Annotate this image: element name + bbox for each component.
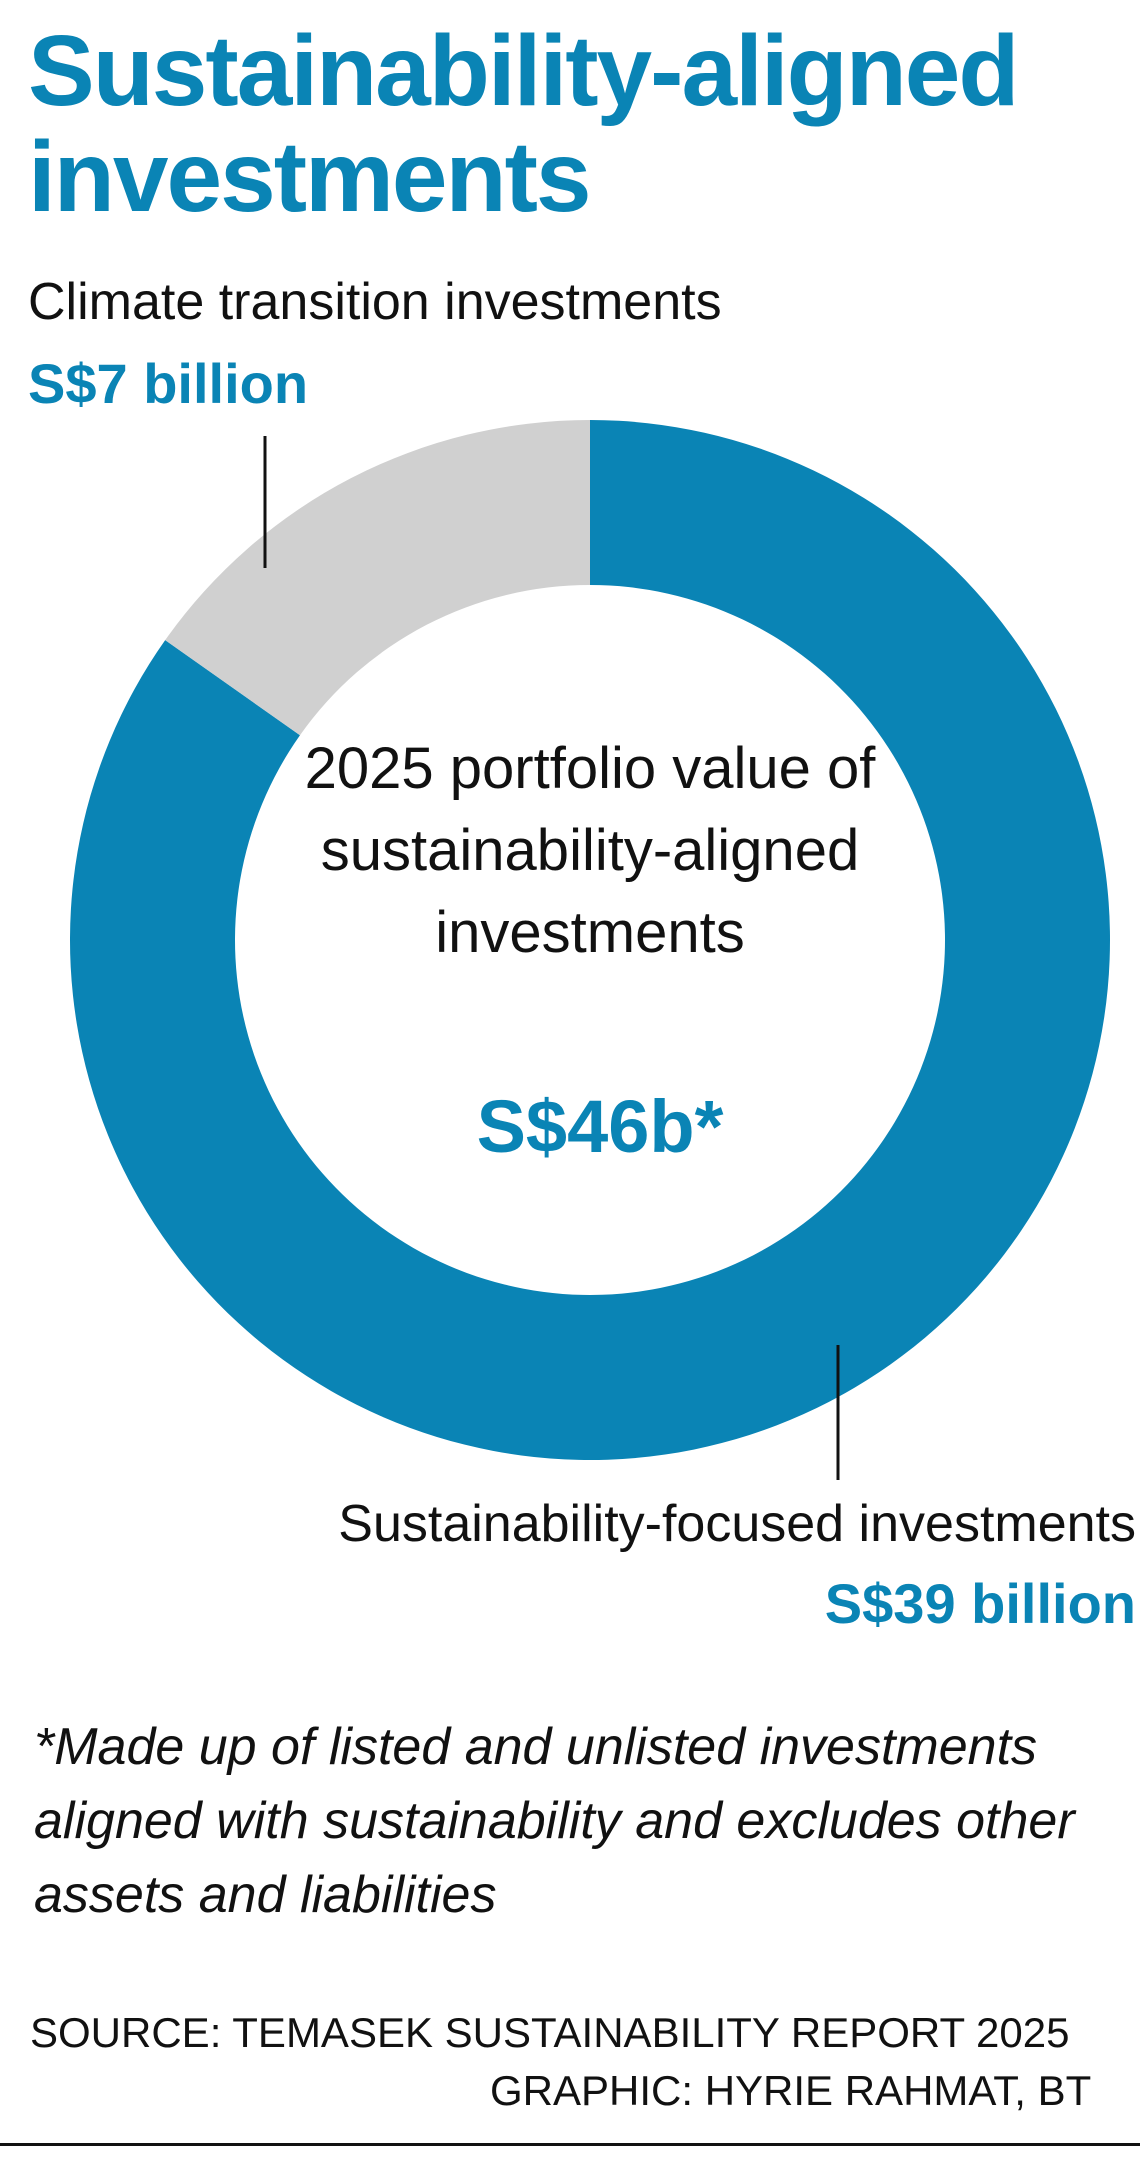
donut-slice-climate-transition <box>165 420 590 736</box>
bottom-rule <box>0 2143 1140 2146</box>
source-note: SOURCE: TEMASEK SUSTAINABILITY REPORT 20… <box>30 2009 1070 2056</box>
chart-title: Sustainability-aligned investments <box>28 15 1020 233</box>
sustainability-focused-value: S$39 billion <box>824 1572 1136 1635</box>
center-total-value: S$46b* <box>476 1085 724 1168</box>
graphic-credit: GRAPHIC: HYRIE RAHMAT, BT <box>490 2067 1092 2114</box>
donut-slice-sustainability-focused <box>70 420 1111 1460</box>
climate-transition-label: Climate transition investments <box>28 273 722 331</box>
climate-transition-value: S$7 billion <box>28 352 309 415</box>
center-label: 2025 portfolio value of sustainability-a… <box>304 736 876 965</box>
donut-chart <box>70 420 1111 1480</box>
footnote: *Made up of listed and unlisted investme… <box>34 1718 1075 1924</box>
sustainability-focused-label: Sustainability-focused investments <box>338 1495 1136 1553</box>
